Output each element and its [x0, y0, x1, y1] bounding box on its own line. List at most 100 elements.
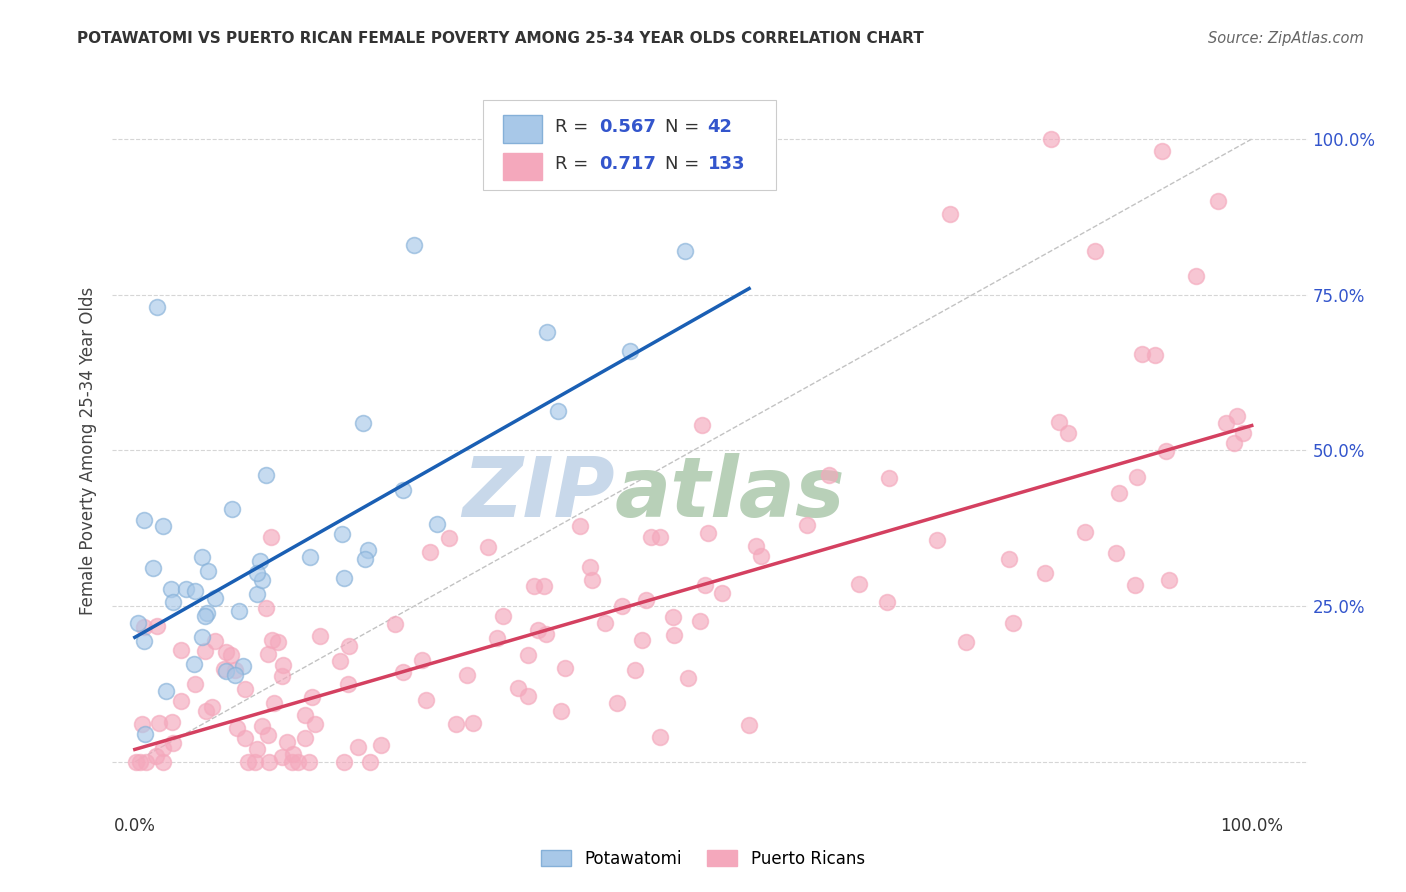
- Point: [270, 749, 292, 764]
- Point: [610, 599, 633, 613]
- Point: [246, 566, 269, 580]
- Point: [287, 755, 309, 769]
- Point: [710, 586, 733, 600]
- Point: [506, 681, 529, 695]
- Point: [664, 628, 686, 642]
- Point: [352, 416, 374, 430]
- Point: [281, 755, 304, 769]
- Point: [1084, 244, 1107, 259]
- Legend: Potawatomi, Puerto Ricans: Potawatomi, Puerto Ricans: [534, 844, 872, 875]
- Point: [697, 526, 720, 541]
- Point: [536, 325, 558, 339]
- Text: atlas: atlas: [614, 453, 845, 534]
- Point: [194, 608, 217, 623]
- Point: [578, 559, 600, 574]
- Text: 0.567: 0.567: [599, 118, 655, 136]
- Point: [1074, 525, 1097, 540]
- Point: [329, 654, 352, 668]
- Point: [1001, 616, 1024, 631]
- Point: [370, 738, 392, 752]
- Point: [135, 755, 157, 769]
- Text: 0.717: 0.717: [599, 155, 655, 173]
- Point: [159, 582, 181, 596]
- Point: [1108, 486, 1130, 500]
- Point: [195, 606, 218, 620]
- Point: [796, 518, 818, 533]
- Point: [174, 582, 197, 597]
- Point: [402, 238, 425, 252]
- Point: [233, 681, 256, 696]
- Point: [927, 533, 949, 547]
- Point: [392, 665, 415, 680]
- Text: ZIP: ZIP: [461, 453, 614, 534]
- Point: [461, 716, 484, 731]
- Point: [215, 664, 238, 678]
- Point: [162, 736, 184, 750]
- Point: [1226, 409, 1249, 424]
- Point: [419, 545, 441, 559]
- Text: N =: N =: [665, 118, 704, 136]
- Point: [309, 629, 332, 643]
- Point: [998, 552, 1021, 566]
- Point: [224, 668, 246, 682]
- Point: [955, 635, 977, 649]
- Point: [267, 635, 290, 649]
- Point: [233, 731, 256, 746]
- Point: [606, 696, 628, 710]
- FancyBboxPatch shape: [503, 153, 541, 180]
- Point: [1222, 436, 1244, 450]
- Text: POTAWATOMI VS PUERTO RICAN FEMALE POVERTY AMONG 25-34 YEAR OLDS CORRELATION CHAR: POTAWATOMI VS PUERTO RICAN FEMALE POVERT…: [77, 31, 924, 46]
- Y-axis label: Female Poverty Among 25-34 Year Olds: Female Poverty Among 25-34 Year Olds: [79, 286, 97, 615]
- Point: [145, 749, 167, 764]
- Point: [1123, 578, 1146, 592]
- Point: [170, 642, 193, 657]
- Point: [254, 467, 277, 482]
- Point: [356, 542, 378, 557]
- Point: [246, 742, 269, 756]
- Point: [281, 747, 304, 761]
- Point: [1056, 425, 1078, 440]
- Point: [195, 704, 218, 718]
- Point: [263, 696, 285, 710]
- Point: [547, 404, 569, 418]
- Point: [232, 659, 254, 673]
- Point: [492, 609, 515, 624]
- Point: [695, 578, 717, 592]
- Point: [183, 657, 205, 671]
- Point: [249, 554, 271, 568]
- Point: [1033, 566, 1056, 580]
- Point: [201, 699, 224, 714]
- Point: [221, 502, 243, 516]
- Point: [673, 244, 696, 258]
- Point: [224, 663, 246, 677]
- Point: [415, 693, 437, 707]
- Point: [1185, 268, 1208, 283]
- Point: [337, 639, 360, 653]
- Point: [332, 527, 354, 541]
- Point: [648, 730, 671, 744]
- Point: [162, 714, 184, 729]
- Point: [146, 619, 169, 633]
- Point: [1130, 346, 1153, 360]
- Text: Source: ZipAtlas.com: Source: ZipAtlas.com: [1208, 31, 1364, 46]
- Point: [146, 300, 169, 314]
- Point: [749, 549, 772, 563]
- Point: [134, 620, 156, 634]
- Point: [197, 564, 219, 578]
- Point: [304, 716, 326, 731]
- Point: [191, 630, 214, 644]
- Point: [250, 574, 273, 588]
- Point: [148, 716, 170, 731]
- Point: [1232, 425, 1254, 440]
- Point: [939, 207, 962, 221]
- Point: [129, 755, 152, 769]
- Point: [257, 647, 280, 661]
- Point: [581, 573, 603, 587]
- Point: [252, 719, 274, 733]
- Point: [534, 627, 557, 641]
- Point: [299, 549, 322, 564]
- Point: [661, 610, 683, 624]
- Point: [527, 623, 550, 637]
- Point: [1206, 194, 1229, 209]
- Point: [624, 663, 647, 677]
